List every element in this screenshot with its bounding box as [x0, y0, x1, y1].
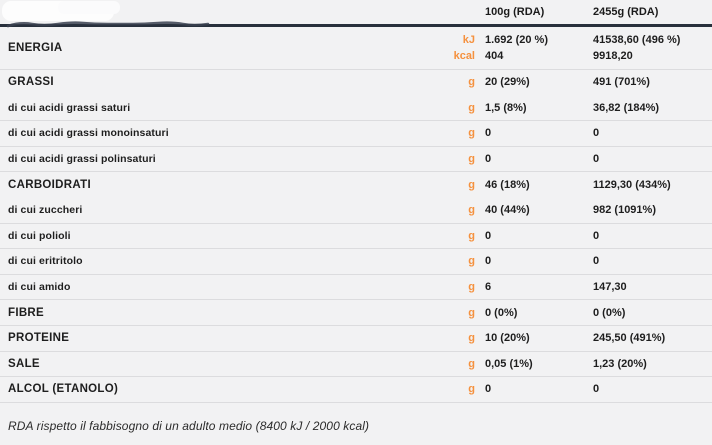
value-per-reference: 0: [593, 229, 600, 242]
value-per-reference: 0 (0%): [593, 306, 626, 319]
rda-footnote: RDA rispetto il fabbisogno di un adulto …: [8, 418, 370, 433]
table-row: SALE g 0,05 (1%) 1,23 (20%): [0, 352, 712, 378]
unit-label: g: [468, 127, 475, 140]
table-row: di cui acidi grassi monoinsaturi g 0 0: [0, 121, 712, 147]
value-per-reference: 0: [593, 127, 600, 140]
nutrient-label: di cui acidi grassi saturi: [8, 101, 131, 114]
table-row: ALCOL (ETANOLO) g 0 0: [0, 377, 712, 403]
nutrient-label: di cui eritritolo: [8, 255, 83, 268]
value-per-100g: 0: [485, 383, 492, 396]
value-per-100g: 46 (18%): [485, 178, 530, 191]
table-row: di cui polioli g 0 0: [0, 224, 712, 250]
unit-label: kJ kcal: [439, 27, 475, 69]
table-body: ENERGIA kJ kcal 1.692 (20 %) 404 41538,60 …: [0, 27, 712, 403]
table-row: di cui zuccheri g 40 (44%) 982 (1091%): [0, 198, 712, 224]
value-line-reference: 41538,60 (496 %): [593, 33, 681, 46]
value-per-reference: 1129,30 (434%): [593, 178, 671, 191]
value-per-reference: 41538,60 (496 %) 9918,20: [593, 27, 712, 69]
value-per-reference: 0: [593, 255, 600, 268]
unit-label: g: [468, 281, 475, 294]
unit-line: kJ: [462, 33, 475, 46]
column-header-2455g: 2455g (RDA): [593, 6, 659, 18]
table-row: di cui acidi grassi polinsaturi g 0 0: [0, 147, 712, 173]
value-per-100g: 0,05 (1%): [485, 357, 533, 370]
unit-line: kcal: [453, 50, 475, 62]
table-row: di cui eritritolo g 0 0: [0, 249, 712, 275]
nutrient-label: di cui polioli: [8, 229, 71, 242]
value-line-100g: 404: [485, 50, 504, 62]
value-per-100g: 20 (29%): [485, 76, 530, 89]
unit-label: g: [468, 255, 475, 268]
value-per-reference: 1,23 (20%): [593, 357, 647, 370]
unit-label: g: [468, 153, 475, 166]
unit-label: g: [468, 383, 475, 396]
unit-label: g: [468, 101, 475, 114]
nutrient-label: di cui acidi grassi monoinsaturi: [8, 127, 169, 140]
nutrient-label: ENERGIA: [8, 42, 63, 54]
table-row: di cui amido g 6 147,30: [0, 275, 712, 301]
value-per-100g: 0: [485, 229, 492, 242]
nutrient-label: CARBOIDRATI: [8, 178, 91, 191]
value-per-100g: 6: [485, 281, 492, 294]
value-per-reference: 147,30: [593, 281, 627, 294]
value-per-100g: 0: [485, 153, 492, 166]
value-per-reference: 982 (1091%): [593, 204, 656, 217]
table-row: di cui acidi grassi saturi g 1,5 (8%) 36…: [0, 96, 712, 122]
value-per-100g: 1,5 (8%): [485, 101, 527, 114]
nutrient-label: di cui amido: [8, 281, 71, 294]
unit-label: g: [468, 229, 475, 242]
value-per-100g: 40 (44%): [485, 204, 530, 217]
value-per-reference: 0: [593, 153, 600, 166]
value-line-reference: 9918,20: [593, 50, 633, 62]
value-line-100g: 1.692 (20 %): [485, 33, 548, 46]
value-per-100g: 1.692 (20 %) 404: [475, 27, 593, 69]
unit-label: g: [468, 332, 475, 345]
table-row: ENERGIA kJ kcal 1.692 (20 %) 404 41538,60 …: [0, 27, 712, 70]
value-per-reference: 36,82 (184%): [593, 101, 660, 114]
unit-label: g: [468, 357, 475, 370]
column-header-100g: 100g (RDA): [485, 6, 545, 18]
nutrient-label: GRASSI: [8, 76, 54, 89]
value-per-100g: 0 (0%): [485, 306, 518, 319]
nutrient-label: di cui acidi grassi polinsaturi: [8, 153, 156, 166]
nutrient-label: FIBRE: [8, 306, 44, 319]
value-per-reference: 245,50 (491%): [593, 332, 666, 345]
unit-label: g: [468, 178, 475, 191]
value-per-reference: 0: [593, 383, 600, 396]
nutrient-label: ALCOL (ETANOLO): [8, 383, 119, 396]
value-per-100g: 0: [485, 255, 492, 268]
value-per-100g: 0: [485, 127, 492, 140]
table-row: FIBRE g 0 (0%) 0 (0%): [0, 300, 712, 326]
unit-label: g: [468, 76, 475, 89]
value-per-reference: 491 (701%): [593, 76, 650, 89]
value-per-100g: 10 (20%): [485, 332, 530, 345]
unit-label: g: [468, 204, 475, 217]
unit-label: g: [468, 306, 475, 319]
nutrient-label: di cui zuccheri: [8, 204, 83, 217]
nutrient-label: PROTEINE: [8, 332, 70, 345]
table-header: 100g (RDA) 2455g (RDA): [0, 0, 712, 27]
table-row: GRASSI g 20 (29%) 491 (701%): [0, 70, 712, 96]
table-row: PROTEINE g 10 (20%) 245,50 (491%): [0, 326, 712, 352]
nutrient-label: SALE: [8, 357, 40, 370]
table-row: CARBOIDRATI g 46 (18%) 1129,30 (434%): [0, 172, 712, 198]
